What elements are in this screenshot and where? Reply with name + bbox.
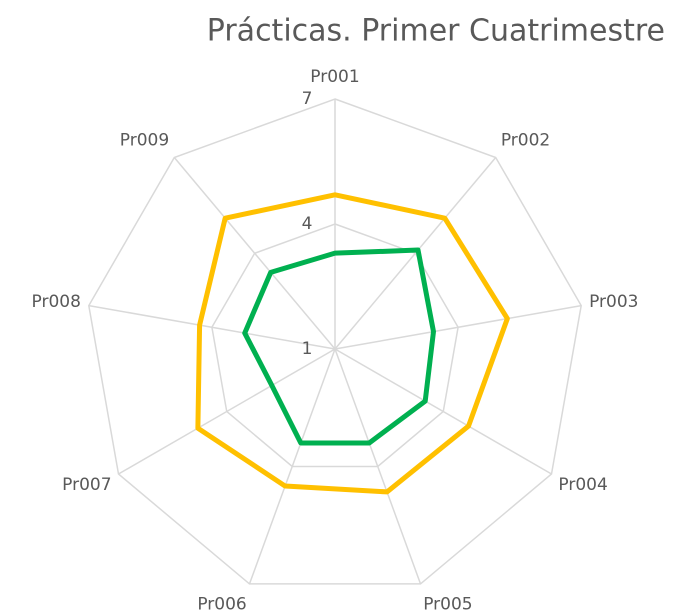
- category-label: Pr005: [423, 595, 472, 610]
- series-line: [242, 247, 436, 446]
- category-label: Pr007: [62, 475, 111, 495]
- r-tick-label: 1: [302, 339, 313, 359]
- r-tick-label: 7: [302, 89, 313, 109]
- spoke: [334, 348, 552, 475]
- spoke: [118, 348, 336, 475]
- r-tick-label: 4: [302, 214, 313, 234]
- spoke: [334, 304, 582, 350]
- category-label: Pr004: [558, 475, 607, 495]
- spoke: [248, 348, 336, 585]
- spoke: [334, 348, 422, 585]
- spoke: [334, 157, 497, 350]
- spoke: [173, 157, 336, 350]
- chart-title: Prácticas. Primer Cuatrimestre: [207, 14, 665, 49]
- category-label: Pr002: [501, 131, 550, 151]
- series-line: [195, 192, 510, 495]
- grid-ring: [88, 98, 582, 585]
- category-label: Pr003: [589, 292, 638, 312]
- grid-ring: [211, 223, 459, 468]
- category-label: Pr006: [197, 595, 246, 610]
- category-label: Pr001: [310, 67, 359, 87]
- spoke: [88, 304, 336, 350]
- category-label: Pr008: [32, 292, 81, 312]
- category-label: Pr009: [120, 131, 169, 151]
